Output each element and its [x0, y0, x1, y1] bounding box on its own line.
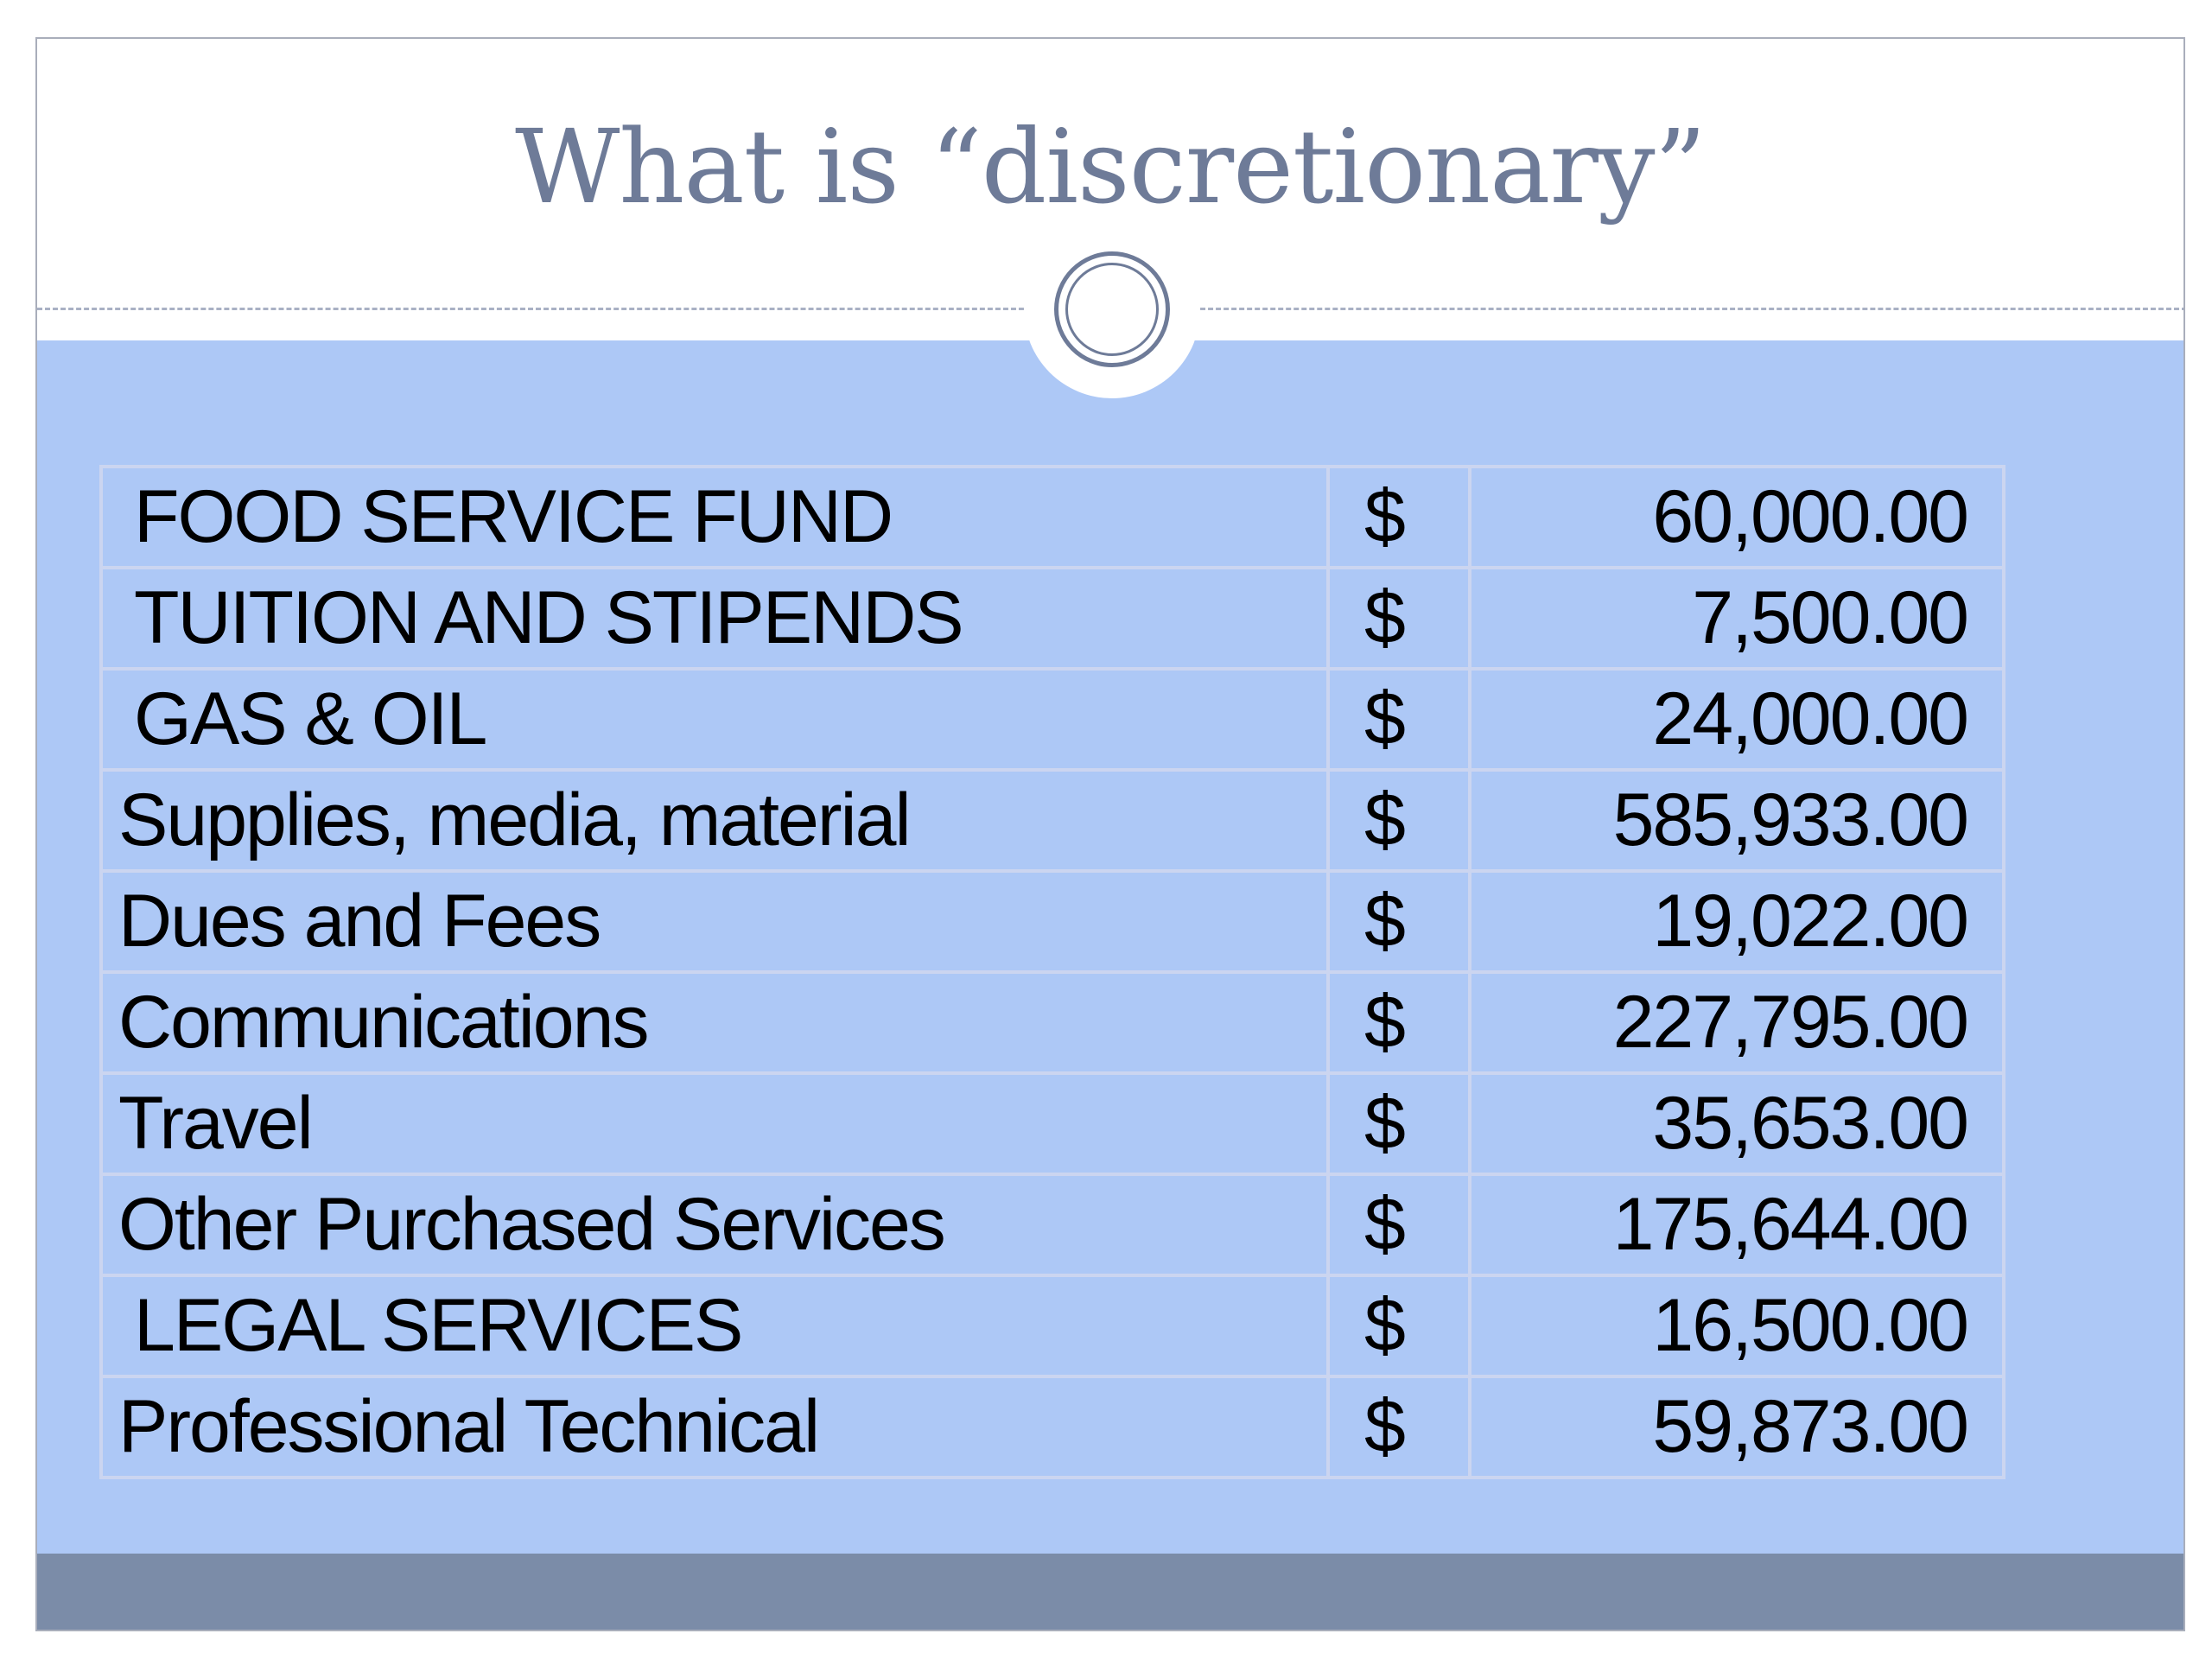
table-row: Dues and Fees $19,022.00 [99, 869, 2005, 974]
expense-category: GAS & OIL [99, 667, 1330, 772]
expense-amount: 24,000.00 [1468, 667, 2005, 772]
title-divider-right [1185, 308, 2183, 310]
currency-symbol: $ [1326, 869, 1471, 974]
expense-amount: 19,022.00 [1468, 869, 2005, 974]
currency-symbol: $ [1326, 1173, 1471, 1277]
expense-category: TUITION AND STIPENDS [99, 566, 1330, 671]
expense-category: Supplies, media, material [99, 768, 1330, 873]
currency-symbol: $ [1326, 465, 1471, 569]
expense-category: Communications [99, 970, 1330, 1075]
expense-category: LEGAL SERVICES [99, 1274, 1330, 1378]
table-row: GAS & OIL $24,000.00 [99, 667, 2005, 772]
expense-category: Other Purchased Services [99, 1173, 1330, 1277]
expense-amount: 585,933.00 [1468, 768, 2005, 873]
budget-table: FOOD SERVICE FUND $60,000.00 TUITION AND S… [99, 465, 2005, 1479]
currency-symbol: $ [1326, 768, 1471, 873]
expense-category: FOOD SERVICE FUND [99, 465, 1330, 569]
currency-symbol: $ [1326, 1274, 1471, 1378]
expense-amount: 16,500.00 [1468, 1274, 2005, 1378]
table-row: TUITION AND STIPENDS $7,500.00 [99, 566, 2005, 671]
table-row: Professional Technical $59,873.00 [99, 1375, 2005, 1479]
expense-amount: 35,653.00 [1468, 1071, 2005, 1176]
expense-amount: 7,500.00 [1468, 566, 2005, 671]
expense-amount: 59,873.00 [1468, 1375, 2005, 1479]
currency-symbol: $ [1326, 566, 1471, 671]
expense-category: Professional Technical [99, 1375, 1330, 1479]
expense-amount: 227,795.00 [1468, 970, 2005, 1075]
expense-category: Dues and Fees [99, 869, 1330, 974]
title-divider-left [37, 308, 1039, 310]
currency-symbol: $ [1326, 970, 1471, 1075]
currency-symbol: $ [1326, 667, 1471, 772]
budget-table-body: FOOD SERVICE FUND $60,000.00 TUITION AND S… [99, 465, 2005, 1479]
table-row: LEGAL SERVICES $16,500.00 [99, 1274, 2005, 1378]
expense-amount: 60,000.00 [1468, 465, 2005, 569]
table-row: FOOD SERVICE FUND $60,000.00 [99, 465, 2005, 569]
currency-symbol: $ [1326, 1071, 1471, 1176]
slide-title: What is “discretionary” [515, 107, 1707, 226]
currency-symbol: $ [1326, 1375, 1471, 1479]
footer-bar [37, 1554, 2183, 1630]
divider-circle-icon [1054, 251, 1170, 367]
table-row: Supplies, media, material $585,933.00 [99, 768, 2005, 873]
expense-amount: 175,644.00 [1468, 1173, 2005, 1277]
table-row: Other Purchased Services $175,644.00 [99, 1173, 2005, 1277]
table-row: Communications $227,795.00 [99, 970, 2005, 1075]
table-row: Travel $35,653.00 [99, 1071, 2005, 1176]
expense-category: Travel [99, 1071, 1330, 1176]
slide: What is “discretionary” FOOD SERVICE FUN… [35, 37, 2185, 1631]
